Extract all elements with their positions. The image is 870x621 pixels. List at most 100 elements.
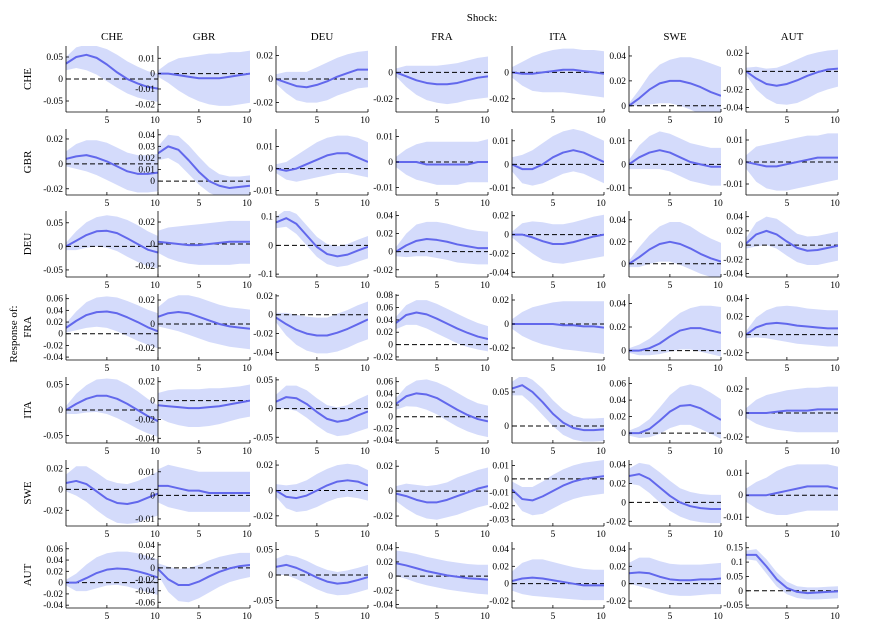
panel-gbr-che: 0.02 0 -0.02 5 10 (43, 129, 160, 209)
x-tick-label: 5 (315, 281, 320, 291)
panel-fra-fra: 0.08 0.06 0.04 0.02 0 -0.02 5 10 (373, 291, 490, 374)
x-tick-label: 10 (480, 116, 490, 126)
median-response-line (158, 72, 250, 80)
x-tick-label: 10 (596, 612, 606, 621)
median-response-line (629, 79, 721, 107)
x-tick-label: 5 (435, 199, 440, 209)
x-tick-label: 5 (435, 116, 440, 126)
x-tick-label: 10 (596, 116, 606, 126)
y-tick-label: -0.02 (723, 85, 743, 95)
x-tick-label: 5 (785, 116, 790, 126)
y-tick-label: 0.02 (376, 328, 393, 338)
y-tick-label: 0 (504, 475, 509, 485)
confidence-band (66, 296, 158, 349)
median-response-line (276, 316, 368, 337)
x-tick-label: 5 (785, 612, 790, 621)
y-tick-label: 0.04 (609, 396, 626, 406)
y-tick-label: 0.01 (609, 137, 626, 147)
confidence-band (396, 300, 488, 352)
confidence-band (276, 385, 368, 437)
y-tick-label: 0.05 (46, 219, 63, 229)
median-response-line (66, 479, 158, 505)
y-tick-label: 0 (621, 102, 626, 112)
y-tick-label: 0.02 (138, 296, 155, 306)
panels: 0.050-0.055 100.010-0.01-0.025 100.020-0.0… (43, 46, 840, 621)
x-tick-label: 5 (668, 530, 673, 540)
x-tick-label: 5 (435, 530, 440, 540)
y-tick-label: -0.05 (43, 431, 63, 441)
y-tick-label: 0 (388, 413, 393, 423)
x-tick-label: 10 (713, 530, 723, 540)
confidence-band (158, 295, 250, 350)
median-response-line (396, 392, 488, 423)
y-tick-label: 0.02 (256, 461, 273, 471)
y-tick-label: 0 (388, 341, 393, 351)
x-tick-label: 10 (150, 281, 160, 291)
y-tick-label: -0.02 (489, 95, 509, 105)
panel-deu-aut: 0.04 0.02 0 -0.02 -0.04 5 10 (723, 211, 840, 291)
y-tick-label: -0.04 (135, 434, 155, 444)
confidence-band (746, 216, 838, 265)
y-tick-label: 0.02 (492, 212, 509, 222)
y-tick-label: 0 (150, 240, 155, 250)
y-tick-label: 0.02 (138, 378, 155, 388)
y-tick-label: 0 (738, 409, 743, 419)
panel-deu-fra: 0.04 0.02 0 -0.02 5 10 (373, 211, 490, 291)
y-tick-label: 0 (621, 160, 626, 170)
y-tick-label: 0.05 (46, 381, 63, 391)
x-tick-label: 5 (435, 281, 440, 291)
y-tick-label: -0.04 (723, 103, 743, 113)
column-header-aut: AUT (781, 31, 804, 43)
y-tick-label: -0.02 (135, 100, 155, 110)
y-tick-label: 0 (268, 486, 273, 496)
x-tick-label: 5 (668, 199, 673, 209)
y-tick-label: -0.02 (373, 424, 393, 434)
panel-swe-swe: 0.04 0.02 0 -0.02 5 10 (606, 460, 723, 540)
y-tick-label: 0 (58, 579, 63, 589)
y-tick-label: 0.02 (726, 313, 743, 323)
median-response-line (746, 553, 838, 595)
x-tick-label: 5 (197, 612, 202, 621)
median-response-line (746, 229, 838, 252)
confidence-band (396, 56, 488, 105)
y-tick-label: -0.01 (135, 515, 155, 525)
y-tick-label: -0.02 (135, 262, 155, 272)
x-tick-label: 10 (150, 612, 160, 621)
confidence-band (396, 467, 488, 520)
confidence-band (396, 379, 488, 438)
median-response-line (746, 485, 838, 497)
median-response-line (512, 149, 604, 171)
x-tick-label: 10 (830, 364, 840, 374)
panel-ita-deu: 0.05 0 -0.05 5 10 (253, 376, 370, 457)
y-tick-label: 0 (150, 491, 155, 501)
median-response-line (276, 217, 368, 258)
y-tick-label: 0 (504, 422, 509, 432)
panel-ita-ita: 0.05 0 5 10 (492, 377, 606, 457)
median-response-line (512, 475, 604, 502)
confidence-band (629, 131, 721, 186)
y-tick-label: 0 (504, 68, 509, 78)
median-response-line (512, 384, 604, 432)
x-tick-label: 5 (197, 364, 202, 374)
y-tick-label: 0 (268, 571, 273, 581)
y-tick-label: 0 (58, 485, 63, 495)
y-tick-label: -0.02 (373, 353, 393, 363)
confidence-band (512, 559, 604, 601)
y-tick-label: 0 (621, 347, 626, 357)
panel-aut-gbr: 0.040.02 0-0.02 -0.04-0.06 5 10 (135, 541, 252, 621)
y-tick-label: -0.02 (135, 575, 155, 585)
y-tick-label: 0 (738, 587, 743, 597)
y-tick-label: 0.05 (256, 376, 273, 386)
confidence-band (396, 550, 488, 595)
y-tick-label: 0.04 (138, 541, 155, 551)
y-tick-label: 0.02 (726, 227, 743, 237)
y-tick-label: 0.02 (609, 480, 626, 490)
y-tick-label: -0.1 (258, 270, 273, 280)
x-tick-label: 10 (830, 116, 840, 126)
x-tick-label: 10 (480, 612, 490, 621)
y-tick-label: -0.01 (606, 184, 626, 194)
x-tick-label: 5 (197, 281, 202, 291)
x-tick-label: 10 (830, 530, 840, 540)
y-tick-label: 0.04 (46, 556, 63, 566)
y-tick-label: -0.02 (373, 266, 393, 276)
